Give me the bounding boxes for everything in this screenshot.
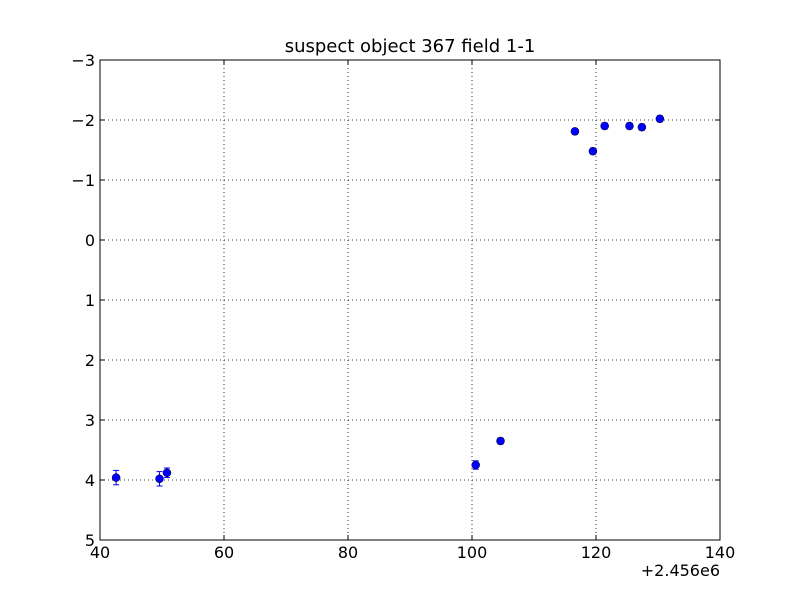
y-tick-label: 4 <box>85 471 95 490</box>
grid <box>100 60 720 540</box>
x-tick-label: 100 <box>457 543 488 562</box>
x-tick-label: 120 <box>581 543 612 562</box>
y-tick-label: 2 <box>85 351 95 370</box>
data-points <box>111 114 665 484</box>
tick-labels: 40 60 80 100 120 140 −3 −2 −1 0 1 2 3 4 5 <box>71 51 735 562</box>
x-tick-label: 80 <box>338 543 358 562</box>
axis-ticks <box>99 59 721 541</box>
y-tick-label: 0 <box>85 231 95 250</box>
data-point <box>625 121 634 131</box>
y-tick-label: 3 <box>85 411 95 430</box>
data-point <box>588 146 598 156</box>
x-tick-label: 60 <box>214 543 234 562</box>
data-point <box>637 122 647 132</box>
y-tick-label: −1 <box>71 171 95 190</box>
y-tick-label: 1 <box>85 291 95 310</box>
x-axis-offset-label: +2.456e6 <box>641 561 720 580</box>
x-tick-label: 40 <box>90 543 110 562</box>
y-tick-label: 5 <box>85 531 95 550</box>
data-point <box>155 474 164 484</box>
data-point <box>655 114 665 124</box>
y-tick-label: −2 <box>71 111 95 130</box>
data-point <box>570 127 580 136</box>
data-point <box>471 460 480 470</box>
x-tick-label: 140 <box>705 543 736 562</box>
data-point <box>496 436 505 446</box>
data-point <box>600 121 609 131</box>
y-tick-label: −3 <box>71 51 95 70</box>
data-point <box>162 468 172 478</box>
chart-title: suspect object 367 field 1-1 <box>284 36 536 57</box>
data-point <box>111 473 121 482</box>
error-bars <box>113 115 663 487</box>
